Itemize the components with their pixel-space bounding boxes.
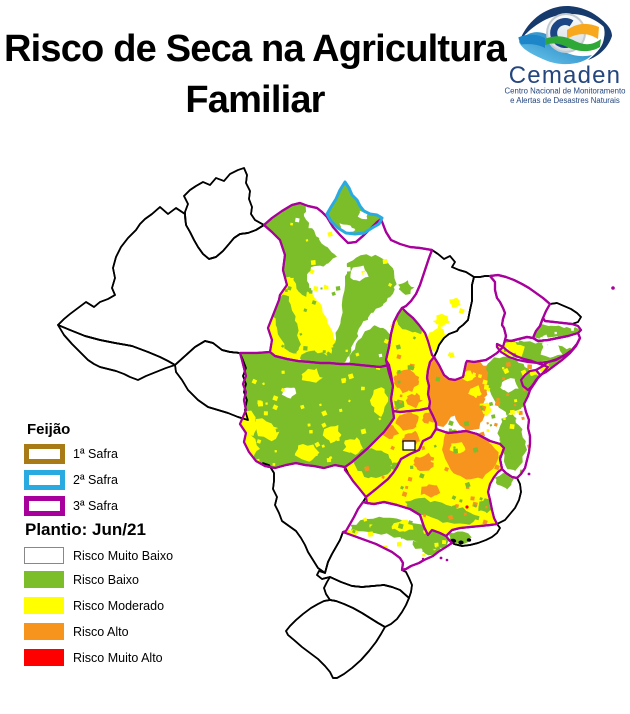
- svg-text:Cemaden: Cemaden: [509, 62, 621, 89]
- svg-text:Centro Nacional de Monitoramen: Centro Nacional de Monitoramento: [505, 87, 627, 96]
- svg-text:e Alertas de Desastres Naturai: e Alertas de Desastres Naturais: [510, 96, 620, 105]
